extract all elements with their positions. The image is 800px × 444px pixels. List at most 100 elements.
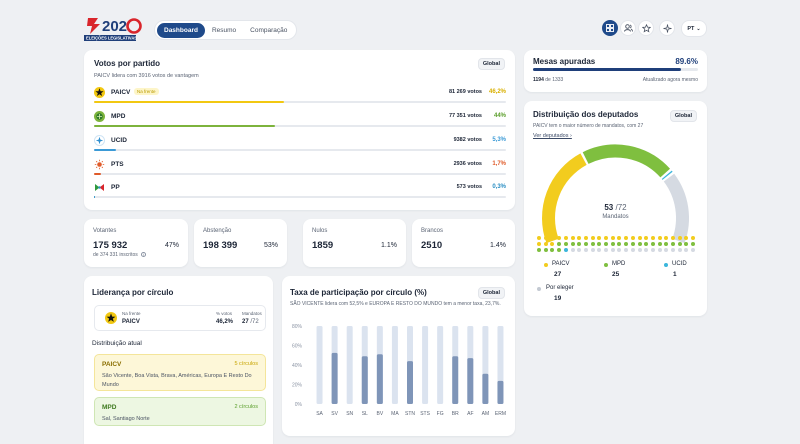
seat-dot: [550, 242, 555, 246]
gauge-center-value: 53 /72: [604, 203, 627, 212]
seats-gauge: [542, 144, 689, 244]
gauge-segment-por-eleger[interactable]: [663, 173, 689, 244]
gauge-center-label: Mandatos: [602, 214, 629, 220]
registered-note: de 374 331 inscritos: [93, 252, 138, 258]
seat-dot: [671, 236, 675, 240]
seat-dot: [644, 248, 649, 252]
circle-group-paicv[interactable]: PAICV 5 círculos São Vicente, Boa Vista,…: [94, 354, 266, 391]
stat-value: 198 399: [203, 240, 238, 251]
pp-logo-icon: [94, 182, 105, 193]
party-row-paicv[interactable]: PAICV Na frente 81 269 votos 46,2%: [92, 85, 506, 107]
bar-br[interactable]: [452, 356, 459, 404]
seat-dot: [543, 236, 548, 240]
party-bar-track: [94, 196, 506, 198]
bar-sl[interactable]: [361, 356, 368, 404]
tab-dashboard[interactable]: Dashboard: [157, 22, 205, 38]
language-select[interactable]: PT ⌄: [681, 20, 707, 37]
chevron-right-icon: ›: [570, 133, 572, 139]
party-bar-fill: [94, 196, 96, 198]
grid-view-button[interactable]: [602, 20, 618, 36]
x-tick-label: SL: [362, 411, 368, 417]
participation-scope-badge[interactable]: Global: [477, 287, 505, 299]
legend-dot: [604, 263, 608, 267]
stat-brancos: Brancos 2510 1.4%: [412, 219, 515, 267]
x-tick-label: SA: [316, 411, 323, 417]
seat-dot: [590, 242, 595, 246]
bar-erm[interactable]: [497, 380, 504, 404]
stat-percent: 1.1%: [381, 242, 397, 249]
circle-count: 2 círculos: [234, 404, 258, 410]
paicv-logo-icon: [94, 87, 105, 98]
lead-badge: Na frente: [134, 88, 159, 95]
seat-dot: [617, 248, 622, 252]
stat-label: Votantes: [93, 228, 117, 234]
party-votes: 81 269 votos: [448, 89, 482, 95]
bar-bv[interactable]: [376, 354, 383, 404]
party-name: MPD: [111, 113, 126, 120]
participation-chart: 0% 20% 40% 60% 80% SA SV SN SL BV MA STN STS FG BR AF AM…: [292, 324, 506, 417]
x-tick-label: AM: [482, 411, 490, 417]
bar-stn[interactable]: [407, 361, 413, 404]
party-row-mpd[interactable]: MPD 77 351 votos 44%: [92, 109, 506, 131]
mesas-updated: Atualizado agora mesmo: [642, 77, 698, 83]
seat-dot: [677, 236, 682, 240]
seat-dot: [691, 242, 696, 246]
seat-dot: [597, 242, 602, 246]
stat-nulos: Nulos 1859 1.1%: [303, 219, 406, 267]
circle-group-mpd[interactable]: MPD 2 círculos Sal, Santiago Norte: [94, 397, 266, 426]
tab-resumo[interactable]: Resumo: [211, 26, 237, 34]
gauge-segment-paicv[interactable]: [542, 153, 587, 244]
view-deputies-link[interactable]: Ver deputados ›: [533, 133, 572, 139]
party-row-pp[interactable]: PP 573 votos 0,3%: [92, 180, 506, 202]
party-row-ucid[interactable]: UCID 9382 votos 5,3%: [92, 133, 506, 155]
chevron-down-icon: ⌄: [696, 25, 701, 32]
seat-dot: [624, 248, 629, 252]
party-percent: 44%: [493, 113, 506, 119]
mandatos-label: Mandatos: [242, 311, 262, 316]
seat-dot: [624, 242, 629, 246]
favorites-button[interactable]: [638, 20, 654, 36]
seat-dot: [657, 242, 662, 246]
stat-votantes: Votantes 175 932 47% de 374 331 inscrito…: [84, 219, 188, 267]
seat-dot: [610, 236, 615, 240]
theme-toggle-button[interactable]: [659, 20, 675, 36]
bar-af[interactable]: [467, 358, 474, 404]
gauge-segment-mpd[interactable]: [582, 144, 671, 178]
gauge-segment-ucid[interactable]: [661, 170, 673, 180]
leadership-title: Liderança por círculo: [92, 288, 174, 297]
info-icon[interactable]: i: [141, 252, 147, 257]
seat-dot: [543, 242, 548, 246]
legend-name: UCID: [672, 261, 687, 267]
circle-list: Sal, Santiago Norte: [102, 416, 150, 422]
votes-title: Votos por partido: [94, 59, 161, 68]
party-row-pts[interactable]: PTS 2936 votos 1,7%: [92, 157, 506, 179]
party-bar-track: [94, 149, 506, 151]
tab-comparacao[interactable]: Comparação: [250, 26, 288, 34]
bar-sv[interactable]: [331, 352, 338, 404]
party-bar-fill: [94, 101, 285, 103]
circle-list: São Vicente, Boa Vista, Brava, Américas,…: [102, 373, 252, 388]
bar-am[interactable]: [482, 373, 489, 404]
seat-dot: [650, 248, 655, 252]
party-name: PP: [111, 184, 120, 191]
seat-dot: [577, 236, 582, 240]
party-votes: 9382 votos: [453, 137, 482, 143]
stat-value: 175 932: [93, 240, 128, 251]
pct-value: 46,2%: [216, 319, 234, 325]
y-tick-label: 0%: [295, 402, 303, 408]
votes-scope-badge[interactable]: Global: [477, 58, 505, 70]
lead-label: Na frente: [122, 311, 141, 316]
deputies-scope-badge[interactable]: Global: [669, 110, 697, 122]
legend-dot: [537, 287, 541, 291]
party-percent: 5,3%: [492, 137, 506, 143]
participation-title: Taxa de participação por círculo (%): [290, 288, 427, 297]
users-button[interactable]: [620, 20, 636, 36]
paicv-logo-icon: [105, 312, 117, 324]
seat-dot: [677, 248, 682, 252]
legend-dot: [544, 263, 548, 267]
seat-dot: [644, 236, 649, 240]
stat-percent: 1.4%: [490, 242, 506, 249]
seat-dot: [664, 248, 669, 252]
party-votes: 573 votos: [456, 184, 482, 190]
party-bar-track: [94, 125, 506, 127]
